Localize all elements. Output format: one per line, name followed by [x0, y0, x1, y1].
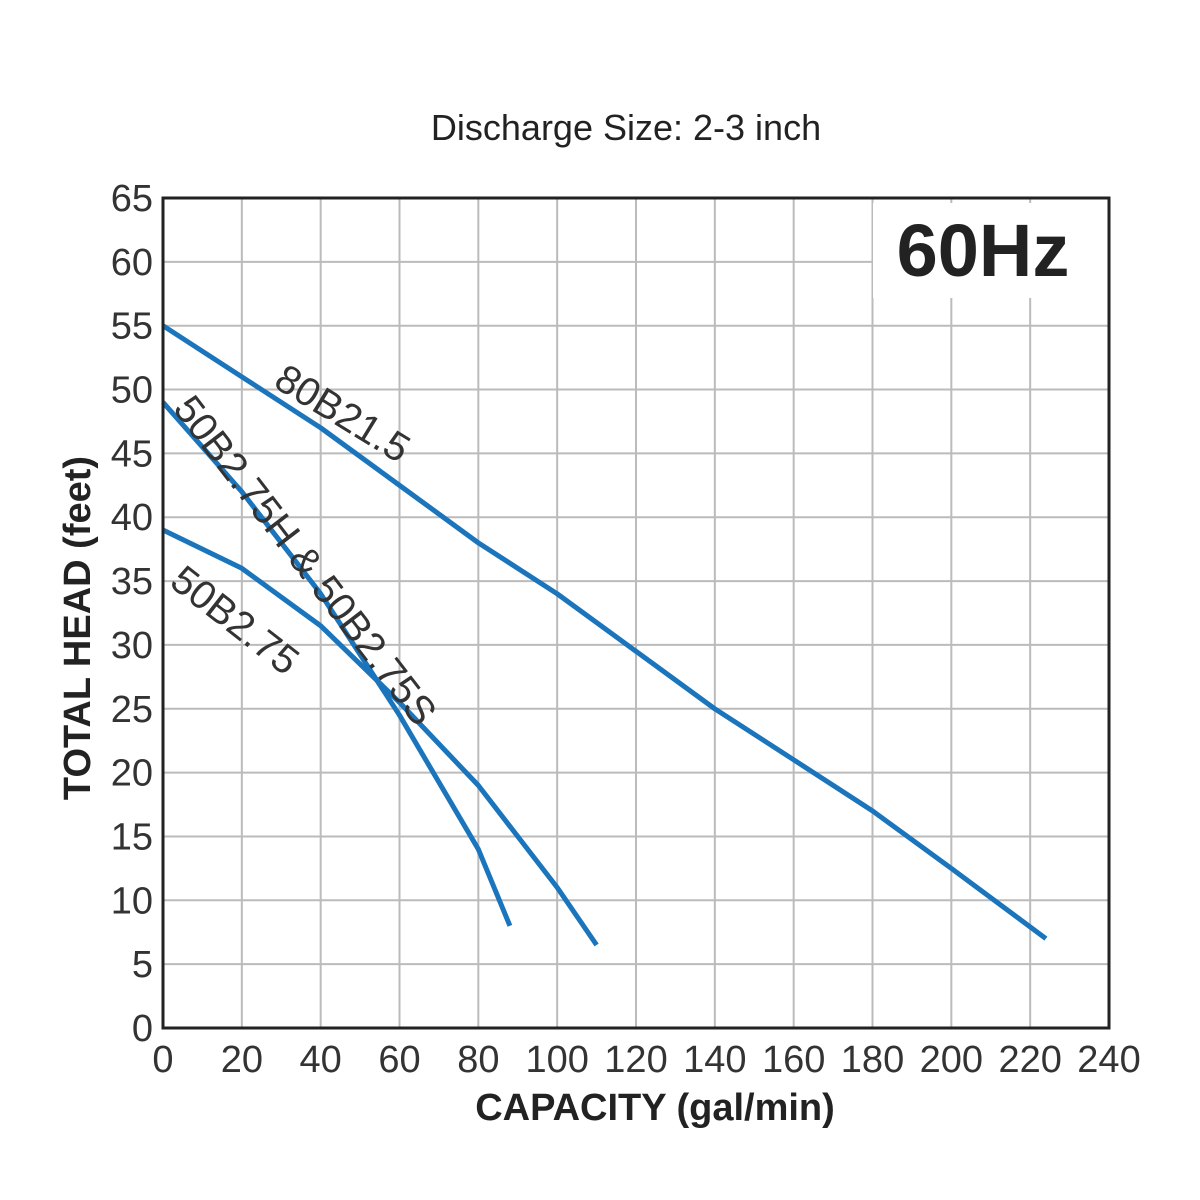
x-axis-label: CAPACITY (gal/min) — [475, 1087, 835, 1129]
x-tick-label: 180 — [841, 1039, 904, 1081]
y-tick-labels: 0 5 10 15 20 25 30 35 40 45 50 55 60 65 — [111, 178, 153, 1050]
y-tick-label: 20 — [111, 753, 153, 795]
y-axis-label: TOTAL HEAD (feet) — [57, 456, 99, 800]
y-tick-label: 55 — [111, 306, 153, 348]
x-tick-label: 40 — [300, 1039, 342, 1081]
series-line-0 — [161, 323, 1048, 941]
y-tick-label: 35 — [111, 561, 153, 603]
y-tick-label: 50 — [111, 370, 153, 412]
frequency-badge: 60Hz — [897, 209, 1070, 292]
y-tick-label: 0 — [132, 1008, 153, 1050]
x-tick-label: 220 — [998, 1039, 1061, 1081]
x-tick-label: 120 — [604, 1039, 667, 1081]
x-tick-label: 160 — [762, 1039, 825, 1081]
x-tick-label: 60 — [378, 1039, 420, 1081]
series-label-50b2-75: 50B2.75 — [162, 557, 307, 683]
y-tick-label: 25 — [111, 689, 153, 731]
x-tick-label: 80 — [457, 1039, 499, 1081]
y-tick-label: 65 — [111, 178, 153, 220]
y-tick-label: 30 — [111, 625, 153, 667]
y-tick-label: 15 — [111, 816, 153, 858]
x-tick-label: 100 — [525, 1039, 588, 1081]
x-tick-label: 200 — [920, 1039, 983, 1081]
y-tick-label: 10 — [111, 880, 153, 922]
x-tick-label: 20 — [221, 1039, 263, 1081]
y-tick-label: 5 — [132, 944, 153, 986]
curve-labels: 80B21.5 50B2.75H & 50B2.75S 50B2.75 — [162, 356, 444, 734]
chart-title: Discharge Size: 2-3 inch — [431, 107, 821, 148]
y-tick-label: 40 — [111, 497, 153, 539]
x-tick-label: 0 — [152, 1039, 173, 1081]
badge-background — [873, 203, 1108, 298]
x-tick-label: 140 — [683, 1039, 746, 1081]
series-layer — [161, 323, 1048, 947]
y-tick-label: 60 — [111, 242, 153, 284]
series-line-2 — [161, 527, 599, 947]
x-tick-label: 240 — [1077, 1039, 1140, 1081]
series-line-1 — [161, 400, 513, 927]
plot-frame — [161, 196, 1111, 1030]
y-tick-label: 45 — [111, 433, 153, 475]
x-tick-labels: 0 20 40 60 80 100 120 140 160 180 200 220 240 — [152, 1039, 1140, 1081]
